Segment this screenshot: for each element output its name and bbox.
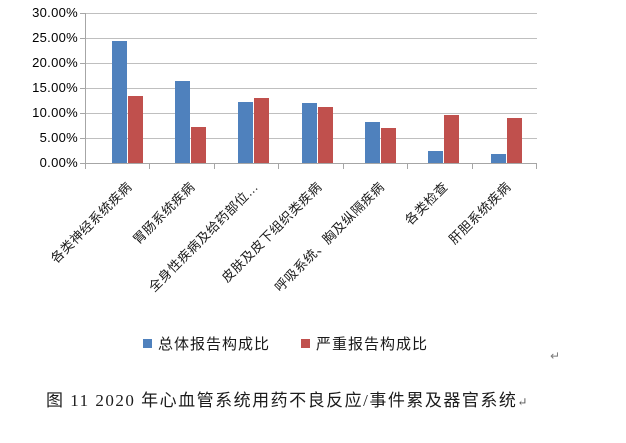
caption-return-icon: ↵ <box>517 395 528 409</box>
y-axis-tick-label: 5.00% <box>39 130 78 145</box>
bar-serious-cat7 <box>507 118 523 163</box>
bar-total-cat4 <box>301 103 317 163</box>
x-axis-tick-mark <box>149 164 151 169</box>
bar-total-cat6 <box>428 151 443 163</box>
gridline <box>86 63 537 64</box>
x-axis-category-label: 肝胆系统疾病 <box>446 179 514 248</box>
legend-label-total: 总体报告构成比 <box>158 336 271 353</box>
figure-caption-text: 图 11 2020 年心血管系统用药不良反应/事件累及器官系统 <box>46 391 518 410</box>
legend-item-total: 总体报告构成比 <box>143 333 270 354</box>
y-axis-tick-mark <box>80 138 85 139</box>
y-axis-tick-label: 30.00% <box>32 5 78 20</box>
bar-serious-cat2 <box>191 127 207 163</box>
legend-swatch-total-icon <box>143 339 152 348</box>
bar-serious-cat5 <box>380 128 396 163</box>
y-axis-tick-label: 0.00% <box>39 155 78 170</box>
bar-serious-cat3 <box>254 98 270 163</box>
bar-total-cat7 <box>491 154 507 163</box>
paragraph-return-icon: ↵ <box>550 349 561 363</box>
gridline <box>86 13 537 14</box>
x-axis-tick-mark <box>407 164 409 169</box>
bar-total-cat2 <box>175 81 191 163</box>
x-axis-tick-mark <box>85 164 86 169</box>
x-axis-category-label: 全身性疾病及给药部位… <box>145 179 262 295</box>
y-axis-tick-mark <box>80 88 85 89</box>
legend-item-serious: 严重报告构成比 <box>301 333 428 354</box>
x-axis-tick-mark <box>471 164 473 169</box>
y-axis-tick-mark <box>80 38 85 39</box>
x-axis-tick-mark <box>342 164 344 169</box>
y-axis-tick-mark <box>80 113 85 114</box>
gridline <box>86 88 537 89</box>
x-axis-tick-mark <box>213 164 215 169</box>
x-axis-category-label: 各类检查 <box>401 179 451 228</box>
bar-total-cat1 <box>112 41 127 163</box>
chart-legend: 总体报告构成比 严重报告构成比 <box>143 333 428 354</box>
y-axis-tick-label: 20.00% <box>32 55 78 70</box>
bar-serious-cat6 <box>444 115 459 163</box>
y-axis-tick-mark <box>80 163 85 164</box>
x-axis-tick-mark <box>536 164 537 169</box>
x-axis-tick-mark <box>278 164 280 169</box>
y-axis-tick-mark <box>80 63 85 64</box>
y-axis-tick-label: 15.00% <box>32 80 78 95</box>
legend-label-serious: 严重报告构成比 <box>316 336 429 353</box>
figure-caption: 图 11 2020 年心血管系统用药不良反应/事件累及器官系统↵ <box>46 386 527 411</box>
x-axis-category-label: 各类神经系统疾病 <box>47 179 135 267</box>
legend-swatch-serious-icon <box>301 339 311 348</box>
y-axis-tick-mark <box>80 13 85 14</box>
bar-serious-cat1 <box>128 96 143 163</box>
bar-serious-cat4 <box>317 107 333 163</box>
y-axis-tick-label: 10.00% <box>32 105 78 120</box>
bar-total-cat5 <box>364 122 380 163</box>
gridline <box>86 38 537 39</box>
bar-total-cat3 <box>238 102 254 163</box>
plot-area <box>85 13 537 164</box>
y-axis-tick-label: 25.00% <box>32 30 78 45</box>
x-axis-category-label: 呼吸系统、胸及纵隔疾病 <box>271 179 388 295</box>
